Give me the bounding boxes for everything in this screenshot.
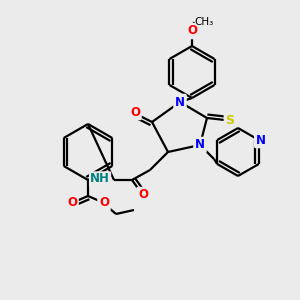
Text: NH: NH: [90, 172, 110, 185]
Text: CH₃: CH₃: [194, 17, 213, 27]
Text: O: O: [99, 196, 109, 209]
Text: O: O: [138, 188, 148, 202]
Text: N: N: [175, 95, 185, 109]
Text: N: N: [195, 139, 205, 152]
Text: N: N: [256, 134, 266, 146]
Text: S: S: [226, 113, 235, 127]
Text: O: O: [130, 106, 140, 118]
Text: O: O: [187, 25, 197, 38]
Text: O: O: [67, 196, 77, 209]
